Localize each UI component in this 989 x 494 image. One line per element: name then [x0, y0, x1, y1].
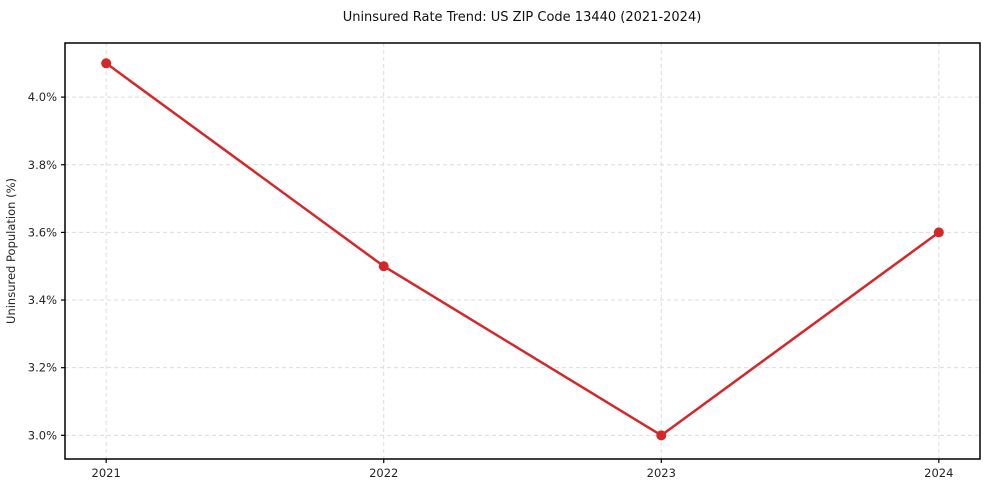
trend-line [104, 62, 941, 437]
y-axis-label: Uninsured Population (%) [4, 178, 18, 324]
data-point [656, 430, 667, 441]
data-point [101, 58, 112, 69]
data-point [378, 261, 389, 272]
chart-title: Uninsured Rate Trend: US ZIP Code 13440 … [343, 10, 702, 25]
x-tick-label: 2022 [369, 466, 398, 480]
data-point [933, 227, 944, 238]
x-tick-label: 2023 [647, 466, 676, 480]
y-tick-label: 3.4% [28, 293, 57, 307]
y-tick-label: 3.8% [28, 158, 57, 172]
plot-border [64, 42, 981, 460]
y-tick-label: 3.2% [28, 361, 57, 375]
plot-area: 3.0% 3.2% 3.4% 3.6% 3.8% 4.0% 2021 2022 2023 2024 [28, 42, 981, 480]
x-tick-label: 2024 [924, 466, 953, 480]
y-tick-label: 3.0% [28, 428, 57, 442]
x-tick-label: 2021 [92, 466, 121, 480]
y-tick-label: 4.0% [28, 90, 57, 104]
y-tick-label: 3.6% [28, 225, 57, 239]
